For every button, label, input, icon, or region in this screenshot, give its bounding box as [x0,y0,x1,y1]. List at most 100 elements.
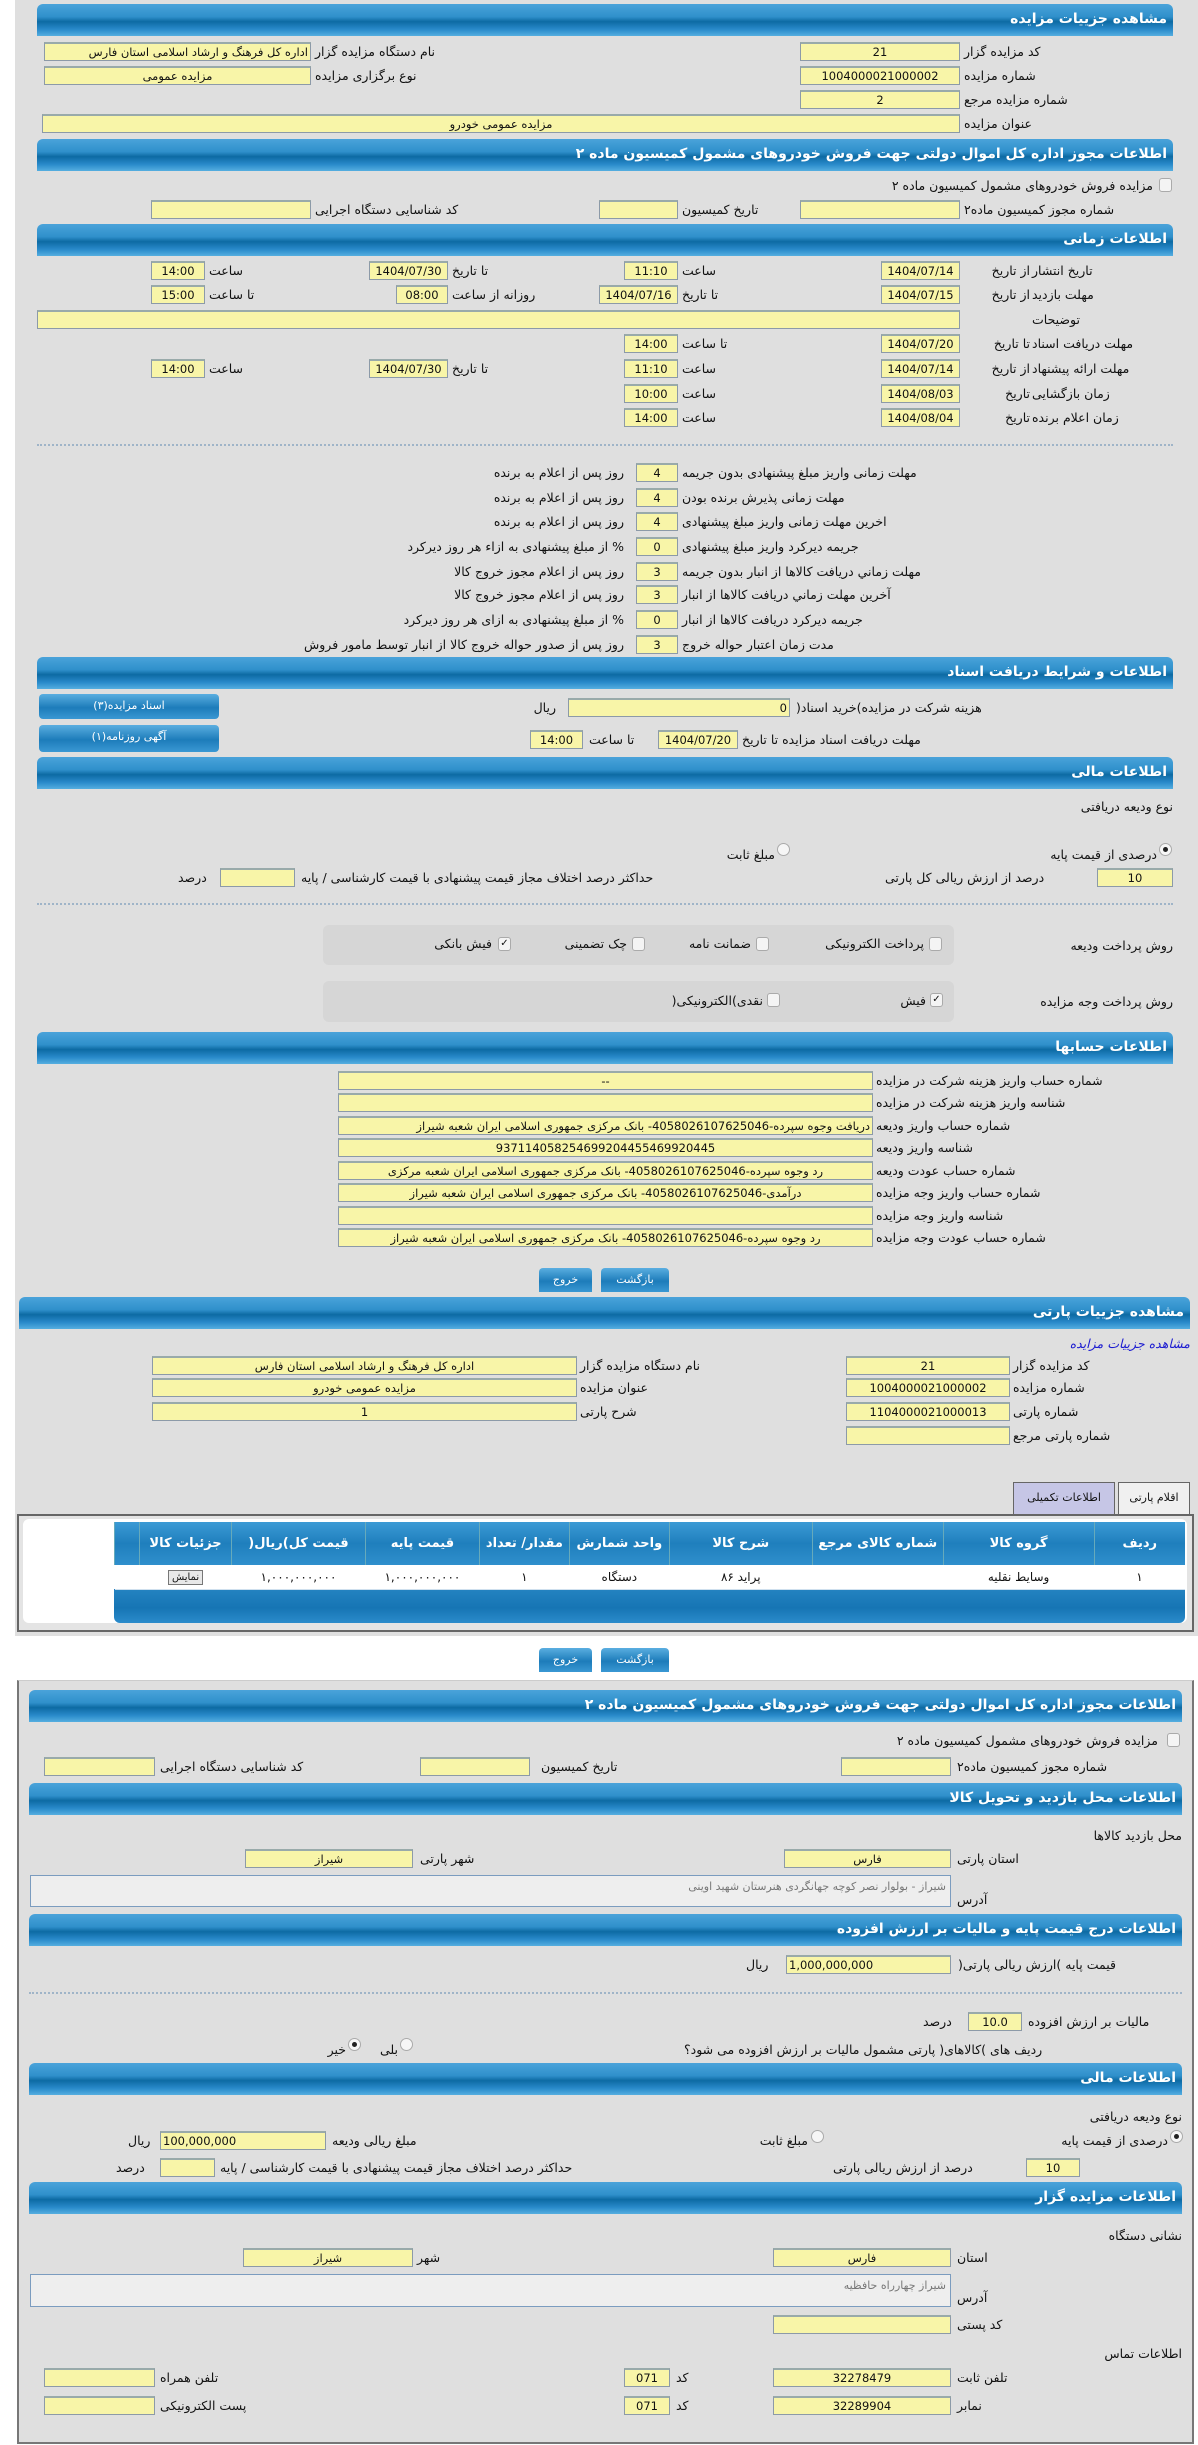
deadline-field[interactable]: 4 [636,463,678,482]
code-field[interactable]: 21 [800,42,960,61]
number-field[interactable]: 1004000021000002 [800,66,960,85]
city-field[interactable]: شیراز [243,2248,413,2267]
publish-from-field[interactable]: 1404/07/14 [881,261,960,280]
guarantee-checkbox[interactable] [756,937,769,951]
cash-electronic-checkbox[interactable] [767,993,780,1007]
party-subject-field[interactable]: مزایده عمومی خودرو [152,1378,577,1397]
account-field[interactable]: 937114058254699204455469920445 [338,1138,873,1157]
deadline-field[interactable]: 0 [636,610,678,629]
fax-field[interactable]: 32289904 [773,2396,951,2415]
bank-slip-checkbox[interactable]: ✓ [498,937,511,951]
winner-date-field[interactable]: 1404/08/04 [881,408,960,427]
address-field[interactable]: شیراز - بولوار نصر کوچه جهانگردی هنرستان… [30,1875,951,1907]
account-field[interactable]: درآمدی-4058026107625046- بانک مرکزی جمهو… [338,1183,873,1202]
commission-checkbox[interactable] [1167,1733,1180,1747]
ref-field[interactable]: 2 [800,90,960,109]
postal-field[interactable] [773,2315,951,2334]
exit-button[interactable]: خروج [539,1268,592,1292]
deadline-field[interactable]: 3 [636,585,678,604]
offer-to-time-field[interactable]: 14:00 [151,359,205,378]
vat-field[interactable]: 10.0 [968,2012,1022,2031]
exec-code-field[interactable] [151,200,311,219]
docs-to-field[interactable]: 1404/07/20 [881,334,960,353]
mobile-field[interactable] [44,2368,155,2387]
province-field[interactable]: فارس [773,2248,951,2267]
party-desc-field[interactable]: 1 [152,1402,577,1421]
account-field[interactable]: رد وجوه سپرده-4058026107625046- بانک مرک… [338,1228,873,1247]
visit-daily-to-field[interactable]: 15:00 [151,285,205,304]
type-field[interactable]: مزایده عمومی [44,66,311,85]
fax-code-field[interactable]: 071 [624,2396,670,2415]
phone-code-field[interactable]: 071 [624,2368,670,2387]
commission-date-field[interactable] [420,1757,530,1776]
party-code-field[interactable]: 21 [846,1356,1010,1375]
percent-field[interactable]: 10 [1097,868,1173,887]
slip-checkbox[interactable]: ✓ [930,993,943,1007]
opening-date-field[interactable]: 1404/08/03 [881,384,960,403]
account-field[interactable]: -- [338,1071,873,1090]
offer-to-field[interactable]: 1404/07/30 [369,359,448,378]
address-field[interactable]: شیراز چهارراه حافظیه [30,2274,951,2307]
docs-deadline-date-field[interactable]: 1404/07/20 [658,730,738,749]
max-diff-field[interactable] [220,868,295,887]
vat-yes-radio[interactable] [400,2038,413,2051]
commission-date-field[interactable] [599,200,678,219]
deadline-field[interactable]: 0 [636,537,678,556]
publish-to-time-field[interactable]: 14:00 [151,261,205,280]
visit-daily-from-field[interactable]: 08:00 [396,285,448,304]
permit-field[interactable] [841,1757,951,1776]
city-field[interactable]: شیراز [245,1849,413,1868]
deadline-field[interactable]: 3 [636,635,678,654]
publish-to-field[interactable]: 1404/07/30 [369,261,448,280]
auction-documents-button[interactable]: اسناد مزایده(۳) [39,694,219,719]
publish-from-time-field[interactable]: 11:10 [624,261,678,280]
auction-details-link[interactable]: مشاهده جزییات مزایده [1069,1336,1190,1351]
account-field[interactable]: رد وجوه سپرده-4058026107625046- بانک مرک… [338,1161,873,1180]
exec-code-field[interactable] [44,1757,155,1776]
opening-time-field[interactable]: 10:00 [624,384,678,403]
percent-radio[interactable] [1159,843,1172,856]
phone-field[interactable]: 32278479 [773,2368,951,2387]
deadline-field[interactable]: 4 [636,512,678,531]
back-button[interactable]: بازگشت [601,1268,669,1292]
province-field[interactable]: فارس [784,1849,951,1868]
tab-party-items[interactable]: اقلام پارتی [1118,1482,1190,1514]
base-price-field[interactable]: 1,000,000,000 [786,1955,951,1974]
notes-field[interactable] [37,310,960,329]
account-field[interactable] [338,1206,873,1225]
deposit-amount-field[interactable]: 100,000,000 [160,2131,326,2150]
party-number-field[interactable]: 1004000021000002 [846,1378,1010,1397]
offer-from-time-field[interactable]: 11:10 [624,359,678,378]
email-field[interactable] [44,2396,155,2415]
party-no-field[interactable]: 1104000021000013 [846,1402,1010,1421]
exit-button[interactable]: خروج [539,1648,592,1672]
percent-field[interactable]: 10 [1026,2158,1080,2177]
tab-extra-info[interactable]: اطلاعات تکمیلی [1013,1482,1115,1514]
subject-field[interactable]: مزایده عمومی خودرو [42,114,960,133]
electronic-payment-checkbox[interactable] [929,937,942,951]
permit-field[interactable] [800,200,960,219]
deadline-field[interactable]: 3 [636,562,678,581]
offer-from-field[interactable]: 1404/07/14 [881,359,960,378]
visit-from-field[interactable]: 1404/07/15 [881,285,960,304]
commission-checkbox[interactable] [1159,178,1172,192]
visit-to-field[interactable]: 1404/07/16 [599,285,678,304]
back-button[interactable]: بازگشت [601,1648,669,1672]
fixed-radio[interactable] [811,2130,824,2143]
fee-field[interactable]: 0 [568,698,790,717]
newspaper-ad-button[interactable]: آگهی روزنامه(۱) [39,725,219,752]
account-field[interactable]: دریافت وجوه سپرده-4058026107625046- بانک… [338,1116,873,1135]
account-field[interactable] [338,1093,873,1112]
winner-time-field[interactable]: 14:00 [624,408,678,427]
max-diff-field[interactable] [160,2158,215,2177]
fixed-radio[interactable] [777,843,790,856]
party-org-field[interactable]: اداره کل فرهنگ و ارشاد اسلامی استان فارس [152,1356,577,1375]
docs-to-time-field[interactable]: 14:00 [624,334,678,353]
show-details-button[interactable]: نمایش [167,1569,204,1585]
vat-no-radio[interactable] [348,2038,361,2051]
docs-deadline-time-field[interactable]: 14:00 [530,730,583,749]
org-field[interactable]: اداره کل فرهنگ و ارشاد اسلامی استان فارس [44,42,311,61]
deadline-field[interactable]: 4 [636,488,678,507]
cheque-checkbox[interactable] [632,937,645,951]
percent-radio[interactable] [1170,2130,1183,2143]
